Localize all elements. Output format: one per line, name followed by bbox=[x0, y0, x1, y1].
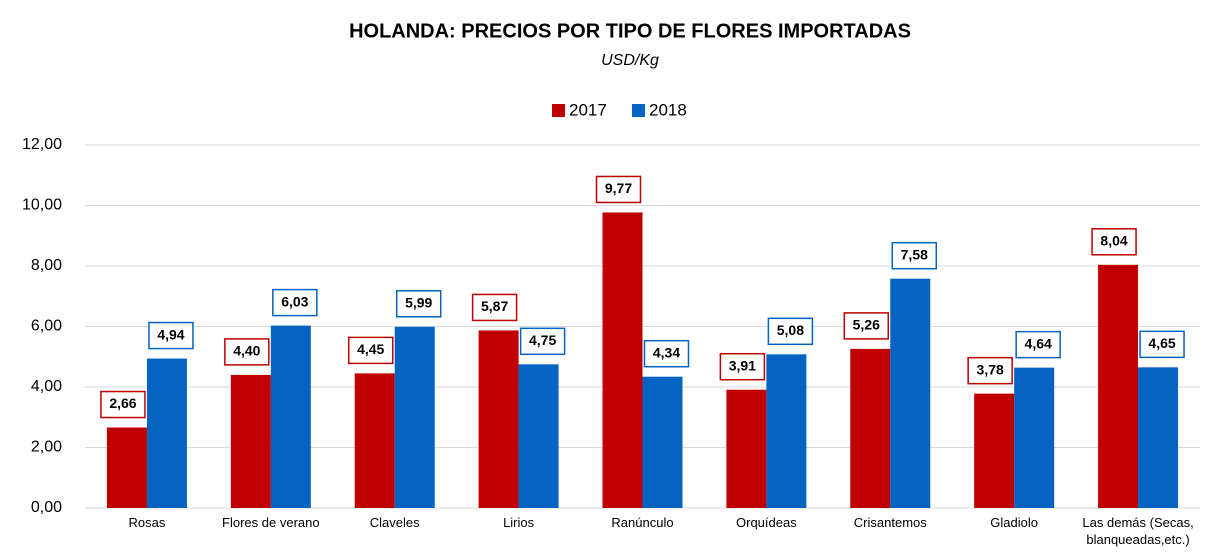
y-tick-label: 2,00 bbox=[31, 439, 62, 456]
value-label-box bbox=[395, 290, 442, 318]
value-label: 4,94 bbox=[157, 326, 184, 342]
x-tick-label: Flores de verano bbox=[222, 515, 320, 530]
legend-swatch bbox=[552, 104, 565, 117]
value-label: 5,08 bbox=[777, 322, 804, 338]
value-label: 5,99 bbox=[405, 295, 432, 311]
value-label: 4,64 bbox=[1025, 335, 1052, 351]
bar bbox=[230, 374, 271, 508]
value-label-box bbox=[1015, 330, 1061, 359]
x-tick-label: Orquídeas bbox=[736, 515, 797, 530]
bar bbox=[1138, 367, 1179, 508]
bar bbox=[270, 325, 311, 508]
x-tick-label: Las demás (Secas, blanqueadas,etc.) bbox=[1082, 515, 1194, 547]
value-label: 2,66 bbox=[109, 395, 136, 411]
y-tick-label: 0,00 bbox=[31, 499, 62, 516]
value-label-box bbox=[843, 312, 890, 340]
value-label-box bbox=[1139, 330, 1185, 359]
bar bbox=[602, 212, 643, 508]
bar bbox=[890, 278, 931, 508]
bar bbox=[394, 326, 435, 508]
x-tick-label: Crisantemos bbox=[853, 515, 927, 530]
value-label-box bbox=[471, 293, 518, 322]
value-label: 3,91 bbox=[729, 357, 756, 373]
bar bbox=[726, 389, 767, 508]
x-tick-label: Claveles bbox=[369, 515, 420, 530]
bar bbox=[518, 364, 559, 508]
x-tick-label: Rosas bbox=[128, 515, 166, 530]
bar bbox=[642, 376, 683, 508]
bar bbox=[478, 330, 519, 508]
bar bbox=[354, 373, 395, 508]
value-label: 3,78 bbox=[977, 361, 1004, 377]
bar bbox=[766, 354, 807, 508]
value-label: 5,87 bbox=[481, 298, 508, 314]
bar bbox=[1014, 367, 1055, 508]
value-label-box bbox=[767, 317, 814, 346]
value-label-box bbox=[967, 356, 1013, 385]
legend-label: 2017 bbox=[569, 100, 607, 119]
x-tick-label: Ranúnculo bbox=[611, 515, 674, 530]
value-label: 9,77 bbox=[605, 180, 632, 196]
value-label-box bbox=[519, 327, 566, 356]
y-tick-label: 12,00 bbox=[22, 136, 62, 153]
value-label: 8,04 bbox=[1100, 232, 1127, 248]
value-label-box bbox=[272, 288, 318, 317]
y-tick-label: 8,00 bbox=[31, 257, 62, 274]
bar bbox=[850, 348, 891, 508]
bar bbox=[146, 358, 187, 508]
value-label: 7,58 bbox=[901, 246, 928, 262]
chart-subtitle: USD/Kg bbox=[601, 52, 659, 69]
bar bbox=[974, 393, 1015, 508]
value-label-box bbox=[1091, 228, 1137, 256]
value-label: 5,26 bbox=[853, 317, 880, 333]
y-tick-label: 4,00 bbox=[31, 378, 62, 395]
value-label-box bbox=[595, 175, 642, 204]
value-label-box bbox=[148, 321, 194, 350]
value-label-box bbox=[891, 241, 938, 270]
bar bbox=[106, 427, 147, 508]
value-label-box bbox=[643, 339, 690, 368]
value-label: 4,65 bbox=[1148, 335, 1175, 351]
value-label: 4,34 bbox=[653, 344, 680, 360]
y-tick-label: 6,00 bbox=[31, 318, 62, 335]
value-label-box bbox=[347, 336, 394, 365]
y-tick-label: 10,00 bbox=[22, 197, 62, 214]
value-label: 4,40 bbox=[233, 343, 260, 359]
value-label-box bbox=[224, 338, 270, 366]
x-tick-label: Lirios bbox=[503, 515, 535, 530]
bar bbox=[1098, 264, 1139, 508]
value-label-box bbox=[719, 352, 766, 381]
value-label: 4,75 bbox=[529, 332, 556, 348]
legend-label: 2018 bbox=[649, 100, 687, 119]
x-tick-label: Gladiolo bbox=[990, 515, 1038, 530]
value-label: 4,45 bbox=[357, 341, 384, 357]
value-label: 6,03 bbox=[281, 293, 308, 309]
legend-swatch bbox=[632, 104, 645, 117]
chart-title: HOLANDA: PRECIOS POR TIPO DE FLORES IMPO… bbox=[349, 20, 911, 42]
value-label-box bbox=[100, 390, 146, 419]
